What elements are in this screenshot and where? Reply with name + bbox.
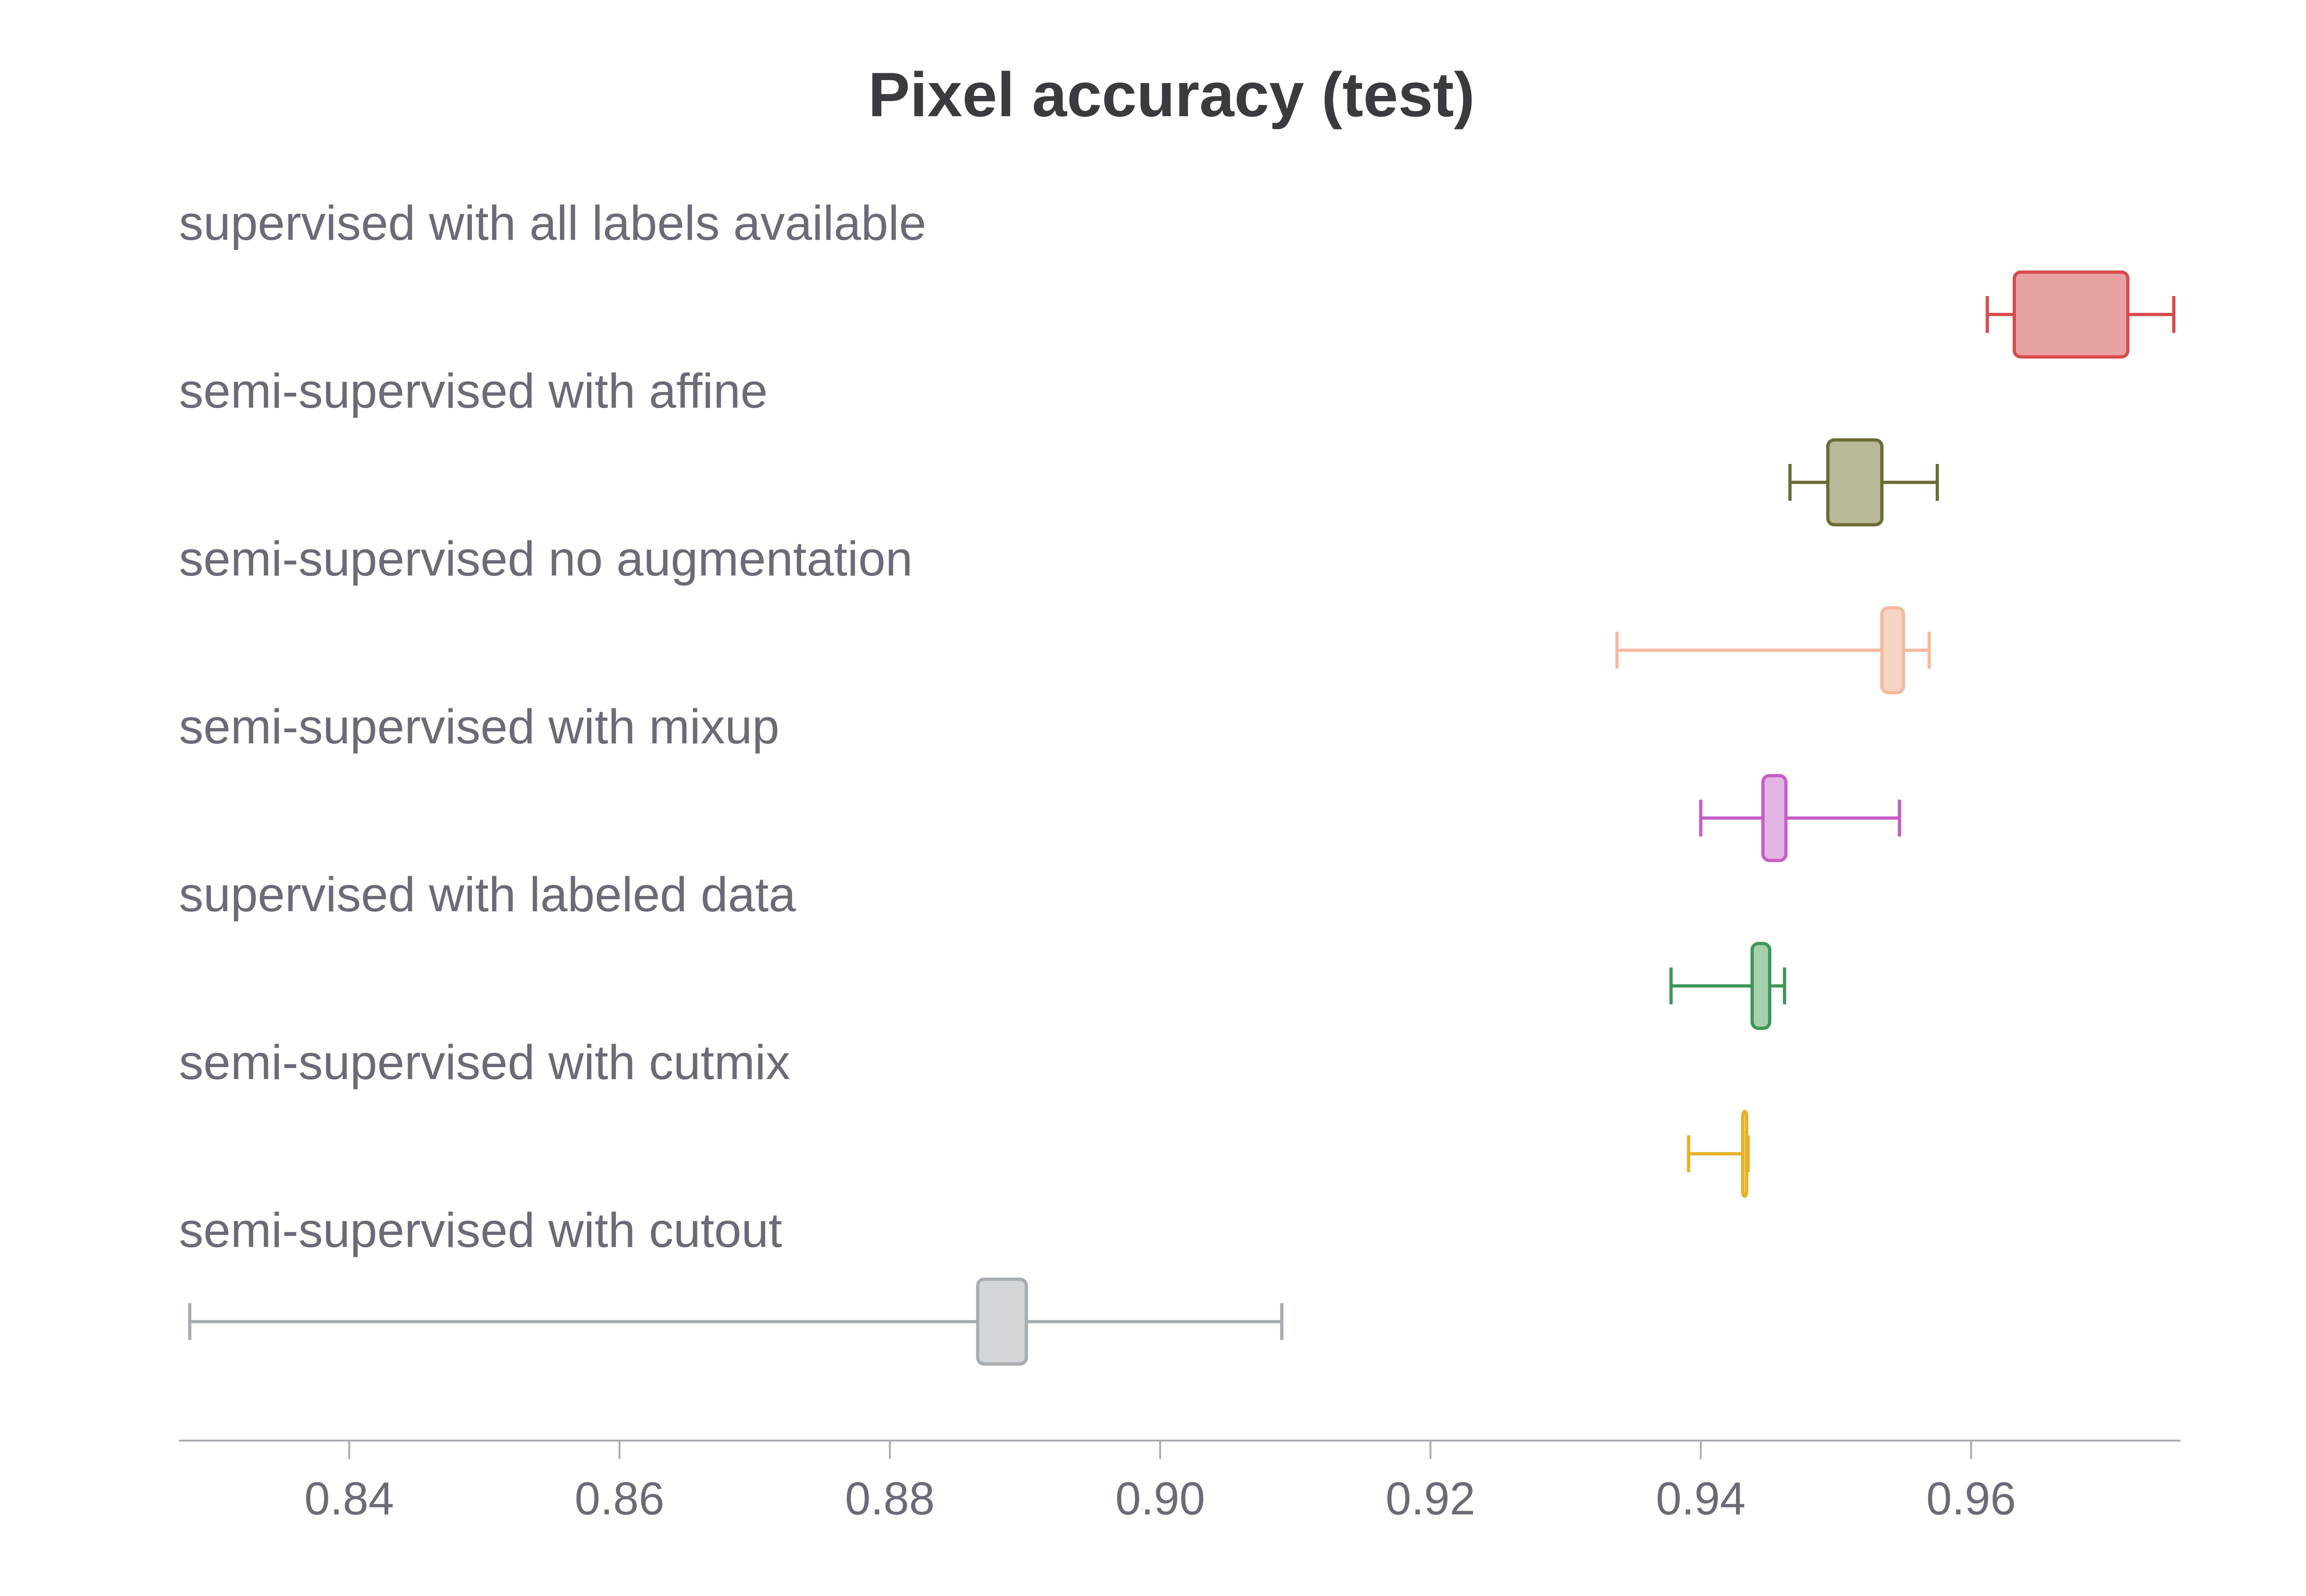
iqr-box <box>1880 606 1905 694</box>
x-tick-label: 0.86 <box>575 1473 665 1525</box>
box-group: semi-supervised with affine <box>179 364 1939 527</box>
category-label: semi-supervised with cutout <box>179 1203 782 1258</box>
boxes-layer: supervised with all labels available semi… <box>179 196 2175 1366</box>
box-group: semi-supervised with mixup <box>179 700 1901 862</box>
box-group: semi-supervised no augmentation <box>179 532 1931 694</box>
x-tick-label: 0.90 <box>1115 1473 1205 1525</box>
x-tick-label: 0.92 <box>1385 1473 1475 1525</box>
box-group: supervised with all labels available <box>179 196 2175 359</box>
iqr-box <box>2013 270 2130 359</box>
iqr-box <box>1826 438 1884 527</box>
box-group: supervised with labeled data <box>179 867 1786 1030</box>
x-tick-label: 0.88 <box>845 1473 935 1525</box>
category-label: supervised with all labels available <box>179 196 926 250</box>
chart-title: Pixel accuracy (test) <box>868 59 1474 130</box>
iqr-box <box>1750 942 1771 1030</box>
x-tick-label: 0.96 <box>1926 1473 2016 1525</box>
category-label: semi-supervised with mixup <box>179 700 779 754</box>
x-tick-label: 0.84 <box>304 1473 394 1525</box>
category-label: supervised with labeled data <box>179 867 796 922</box>
iqr-box <box>1761 774 1788 862</box>
iqr-box <box>976 1277 1028 1366</box>
box-group: semi-supervised with cutmix <box>179 1035 1750 1198</box>
x-tick-label: 0.94 <box>1656 1473 1746 1525</box>
iqr-box <box>1741 1109 1748 1198</box>
category-label: semi-supervised with affine <box>179 364 768 418</box>
x-axis: 0.84 0.86 0.88 0.90 0.92 0.94 0.96 <box>179 1440 2181 1525</box>
category-label: semi-supervised with cutmix <box>179 1035 790 1090</box>
category-label: semi-supervised no augmentation <box>179 532 913 586</box>
box-group: semi-supervised with cutout <box>179 1203 1284 1366</box>
